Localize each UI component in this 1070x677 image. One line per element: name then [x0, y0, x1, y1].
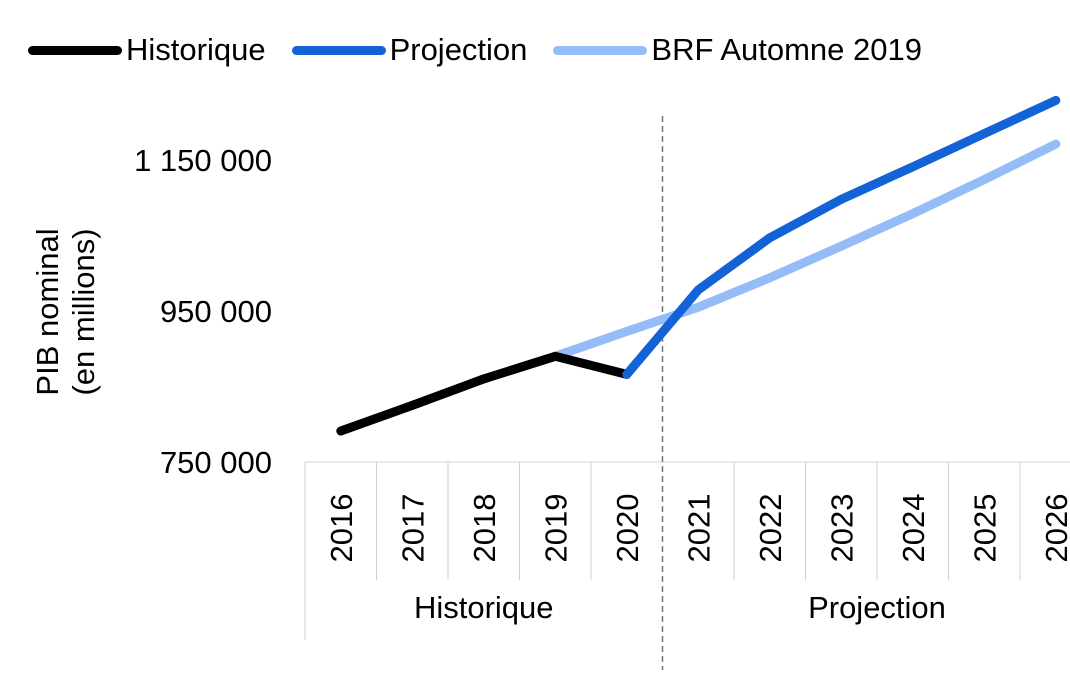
legend-label: Projection — [389, 32, 528, 67]
y-tick-label: 1 150 000 — [134, 143, 272, 178]
x-group-label: Historique — [414, 590, 554, 625]
x-tick-label: 2021 — [681, 494, 716, 563]
legend-item: Historique — [28, 32, 266, 68]
x-tick-label: 2020 — [610, 494, 645, 563]
legend-swatch — [28, 45, 122, 55]
y-tick-label: 950 000 — [160, 294, 272, 329]
x-group-label: Projection — [808, 590, 946, 625]
y-axis-title: PIB nominal(en millions) — [30, 228, 101, 395]
legend-label: BRF Automne 2019 — [651, 32, 922, 67]
legend-swatch — [291, 45, 386, 55]
legend-item: BRF Automne 2019 — [553, 32, 922, 68]
y-axis-title-line: PIB nominal — [30, 228, 65, 395]
legend: Historique Projection BRF Automne 2019 — [28, 28, 948, 72]
x-tick-label: 2023 — [824, 494, 859, 563]
series-line — [622, 95, 1061, 379]
x-tick-label: 2026 — [1039, 494, 1070, 563]
legend-label: Historique — [126, 32, 266, 67]
legend-item: Projection — [291, 32, 528, 68]
legend-swatch — [553, 45, 648, 55]
x-tick-label: 2019 — [538, 494, 573, 563]
series-line — [336, 351, 632, 436]
y-axis-title-line: (en millions) — [66, 228, 101, 395]
series-line — [550, 139, 1061, 361]
x-tick-label: 2018 — [467, 494, 502, 563]
x-tick-label: 2017 — [395, 494, 430, 563]
x-tick-label: 2016 — [324, 494, 359, 563]
x-tick-label: 2024 — [896, 494, 931, 563]
x-tick-label: 2025 — [967, 494, 1002, 563]
x-tick-label: 2022 — [753, 494, 788, 563]
y-tick-label: 750 000 — [160, 445, 272, 480]
